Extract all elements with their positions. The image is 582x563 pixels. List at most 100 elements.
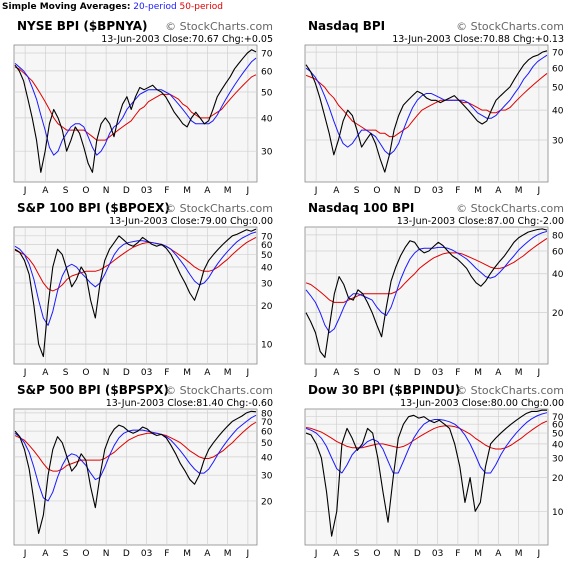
- x-tick-label: J: [246, 368, 250, 378]
- chart-sp500-bpi: S&P 500 BPI ($BPSPX)© StockCharts.com13-…: [13, 383, 273, 559]
- x-tick-label: O: [373, 186, 380, 196]
- x-tick-label: N: [103, 549, 110, 559]
- chart-dow30-bpi: Dow 30 BPI ($BPINDU)© StockCharts.com13-…: [304, 383, 564, 559]
- chart-title: S&P 100 BPI ($BPOEX): [17, 201, 170, 215]
- panel-sp100-bpi: S&P 100 BPI ($BPOEX) © StockCharts.com 13-…: [0, 200, 291, 382]
- sma50-line: [305, 238, 548, 303]
- x-tick-label: 03: [141, 368, 152, 378]
- chart-nasdaq100-bpi: Nasdaq 100 BPI © StockCharts.com13-Jun-20…: [304, 201, 564, 378]
- x-tick-label: S: [63, 186, 69, 196]
- close-change-info: 13-Jun-2003 Close:80.00 Chg:0.00: [400, 398, 564, 409]
- x-tick-label: M: [183, 368, 191, 378]
- x-tick-label: J: [314, 549, 318, 559]
- y-tick-label: 20: [552, 474, 564, 484]
- x-tick-label: 03: [432, 186, 443, 196]
- chart-title: Dow 30 BPI ($BPINDU): [308, 383, 460, 397]
- price-line: [305, 228, 548, 358]
- x-tick-label: J: [537, 186, 541, 196]
- x-tick-label: M: [474, 549, 482, 559]
- x-tick-label: M: [224, 549, 232, 559]
- close-change-info: 13-Jun-2003 Close:87.00 Chg:-2.00: [397, 216, 564, 227]
- plot-area: [13, 226, 258, 365]
- y-tick-label: 40: [552, 107, 564, 117]
- chart-nyse-bpi: NYSE BPI ($BPNYA) © StockCharts.com13-Jun…: [13, 19, 273, 196]
- x-tick-label: M: [224, 186, 232, 196]
- x-tick-label: J: [246, 186, 250, 196]
- y-tick-label: 40: [261, 263, 273, 273]
- x-tick-label: M: [183, 186, 191, 196]
- y-tick-label: 20: [552, 309, 564, 319]
- plot-area: [13, 44, 258, 183]
- x-tick-label: O: [82, 186, 89, 196]
- legend-50-period: 50-period: [179, 2, 223, 12]
- sma20-line: [305, 54, 548, 156]
- close-change-info: 13-Jun-2003 Close:79.00 Chg:0.00: [109, 216, 273, 227]
- x-tick-label: A: [42, 186, 49, 196]
- y-tick-label: 10: [261, 341, 273, 351]
- close-change-info: 13-Jun-2003 Close:70.88 Chg:+0.13: [392, 34, 564, 45]
- y-tick-label: 60: [552, 65, 564, 75]
- x-tick-label: 03: [432, 549, 443, 559]
- y-tick-label: 60: [552, 421, 564, 431]
- copyright-text: © StockCharts.com: [165, 202, 273, 215]
- y-tick-label: 60: [261, 428, 273, 438]
- chart-sp100-bpi: S&P 100 BPI ($BPOEX)© StockCharts.com13-…: [13, 201, 273, 378]
- y-tick-label: 50: [261, 439, 273, 449]
- x-tick-label: O: [82, 368, 89, 378]
- sma50-line: [14, 236, 257, 292]
- y-tick-label: 10: [552, 508, 564, 518]
- y-tick-label: 30: [261, 472, 273, 482]
- y-tick-label: 60: [552, 247, 564, 257]
- panel-sp500-bpi: S&P 500 BPI ($BPSPX) © StockCharts.com 13-…: [0, 382, 291, 563]
- y-tick-label: 70: [552, 49, 564, 59]
- price-line: [305, 50, 548, 173]
- x-tick-label: F: [164, 368, 169, 378]
- x-tick-label: N: [103, 186, 110, 196]
- x-tick-label: J: [537, 549, 541, 559]
- x-tick-label: A: [204, 186, 211, 196]
- y-tick-label: 40: [552, 270, 564, 280]
- x-tick-label: A: [333, 368, 340, 378]
- y-tick-label: 60: [261, 67, 273, 77]
- x-tick-label: J: [23, 368, 27, 378]
- x-tick-label: A: [333, 549, 340, 559]
- x-tick-label: J: [314, 186, 318, 196]
- y-tick-label: 70: [261, 232, 273, 242]
- x-tick-label: F: [455, 368, 460, 378]
- x-tick-label: N: [103, 368, 110, 378]
- price-line: [14, 49, 257, 173]
- x-tick-label: A: [42, 368, 49, 378]
- legend-20-period: 20-period: [133, 2, 177, 12]
- y-tick-label: 50: [261, 251, 273, 261]
- sma20-line: [14, 231, 257, 326]
- y-tick-label: 30: [552, 136, 564, 146]
- x-tick-label: J: [314, 368, 318, 378]
- x-tick-label: D: [123, 368, 130, 378]
- x-tick-label: F: [455, 186, 460, 196]
- x-tick-label: A: [495, 549, 502, 559]
- x-tick-label: F: [164, 549, 169, 559]
- x-tick-label: 03: [141, 549, 152, 559]
- x-tick-label: M: [474, 186, 482, 196]
- x-tick-label: M: [474, 368, 482, 378]
- y-tick-label: 40: [261, 114, 273, 124]
- sma50-line: [14, 421, 257, 472]
- y-tick-label: 70: [261, 418, 273, 428]
- x-tick-label: S: [63, 368, 69, 378]
- x-tick-label: A: [333, 186, 340, 196]
- x-tick-label: S: [354, 368, 360, 378]
- x-tick-label: D: [414, 186, 421, 196]
- y-tick-label: 50: [552, 84, 564, 94]
- x-tick-label: A: [204, 549, 211, 559]
- panel-nyse-bpi: NYSE BPI ($BPNYA) © StockCharts.com 13-Jun…: [0, 18, 291, 200]
- x-tick-label: J: [246, 549, 250, 559]
- price-line: [14, 410, 257, 534]
- y-tick-label: 40: [261, 453, 273, 463]
- x-tick-label: N: [394, 368, 401, 378]
- panel-nasdaq-bpi: Nasdaq BPI © StockCharts.com 13-Jun-2003 C…: [291, 18, 582, 200]
- x-tick-label: A: [495, 186, 502, 196]
- x-tick-label: O: [373, 368, 380, 378]
- plot-area: [304, 226, 549, 365]
- close-change-info: 13-Jun-2003 Close:70.67 Chg:+0.05: [101, 34, 273, 45]
- x-tick-label: A: [204, 368, 211, 378]
